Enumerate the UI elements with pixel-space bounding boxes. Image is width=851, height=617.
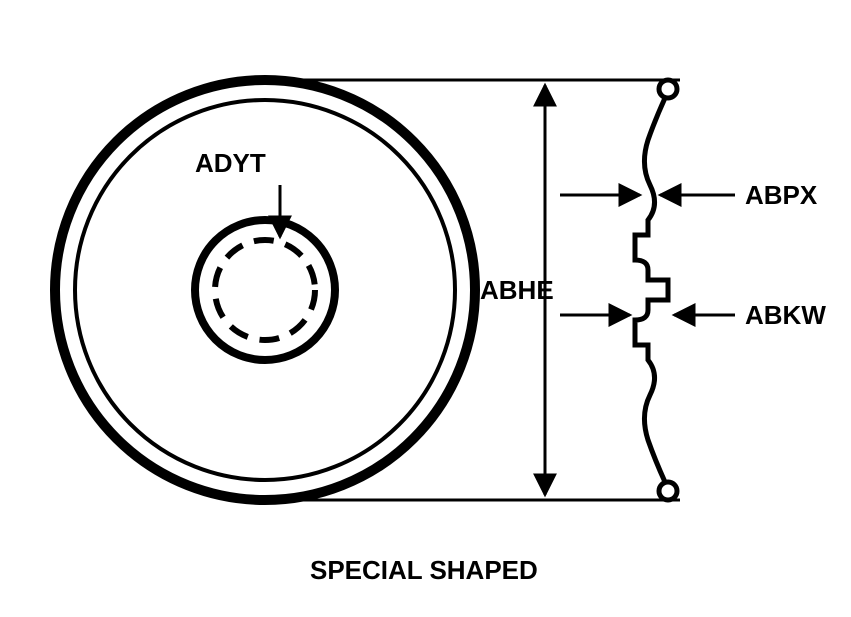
- diagram-canvas: ADYT ABHE ABPX ABKW SPECIAL SHAPED: [0, 0, 851, 617]
- side-profile: [635, 80, 677, 500]
- abpx-label: ABPX: [745, 180, 817, 211]
- dashed-circle: [215, 240, 315, 340]
- abkw-label: ABKW: [745, 300, 826, 331]
- abhe-label: ABHE: [480, 275, 554, 306]
- diagram-caption: SPECIAL SHAPED: [310, 555, 538, 586]
- outer-circle: [55, 80, 475, 500]
- adyt-label: ADYT: [195, 148, 266, 179]
- diagram-svg: [0, 0, 851, 617]
